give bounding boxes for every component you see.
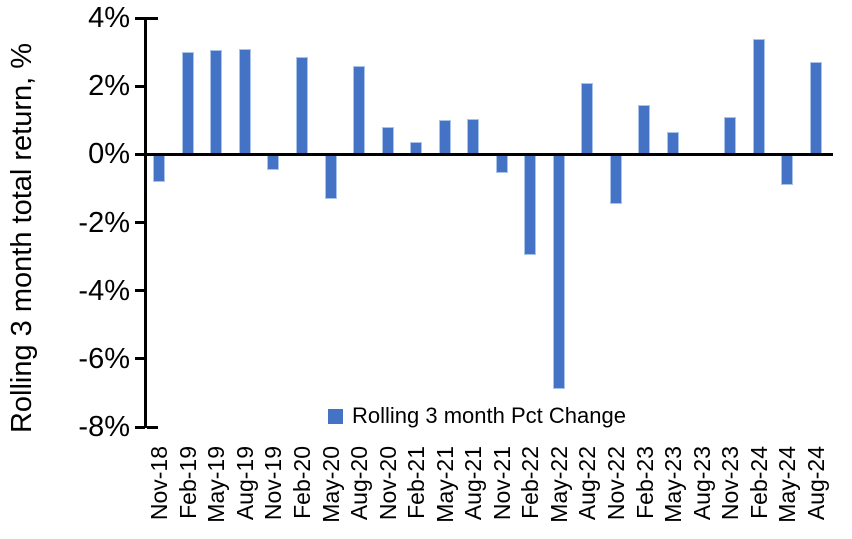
x-tick-label: Feb-24 <box>745 446 772 519</box>
bar-feb-22 <box>524 154 537 255</box>
bar-feb-19 <box>181 52 194 155</box>
y-tick-mark <box>135 221 145 224</box>
bar-nov-19 <box>267 154 280 170</box>
x-tick-label: Aug-24 <box>802 446 829 521</box>
bar-aug-24 <box>809 62 822 155</box>
x-tick-label: May-23 <box>660 446 686 523</box>
y-tick-mark <box>135 425 145 429</box>
x-tick-label: Feb-23 <box>631 446 658 519</box>
y-axis-end-cap <box>147 16 158 20</box>
x-tick-label: May-20 <box>317 446 344 523</box>
bar-aug-22 <box>581 82 594 155</box>
bar-may-24 <box>781 154 794 185</box>
x-tick-label: Feb-19 <box>174 446 201 519</box>
y-tick-mark <box>135 16 145 20</box>
bar-nov-23 <box>724 116 737 155</box>
y-tick-label: -4% <box>78 274 130 307</box>
bar-nov-22 <box>609 154 622 204</box>
bar-may-23 <box>667 132 680 155</box>
y-tick-label: 0% <box>88 138 130 171</box>
x-axis-zero-line <box>144 153 833 156</box>
y-tick-mark <box>135 152 145 156</box>
x-tick-label: Feb-22 <box>517 446 544 519</box>
bar-feb-23 <box>638 104 651 155</box>
bar-may-19 <box>210 50 223 155</box>
x-tick-label: Aug-23 <box>688 446 715 521</box>
legend-label: Rolling 3 month Pct Change <box>352 403 626 428</box>
x-tick-label: Aug-22 <box>574 446 601 521</box>
y-axis-end-cap <box>147 425 158 429</box>
x-tick-label: Nov-21 <box>488 446 515 521</box>
x-tick-label: Nov-19 <box>260 446 287 521</box>
bar-may-22 <box>552 154 565 390</box>
y-tick-label: 2% <box>88 70 130 103</box>
x-tick-label: Nov-23 <box>717 446 744 521</box>
x-tick-label: May-19 <box>203 446 230 523</box>
x-tick-label: May-21 <box>431 446 458 523</box>
x-tick-label: Aug-21 <box>460 446 487 521</box>
bar-feb-20 <box>295 57 308 155</box>
y-axis-line <box>144 17 147 428</box>
x-tick-label: Aug-20 <box>346 446 373 521</box>
x-tick-label: Feb-21 <box>403 446 430 519</box>
y-tick-label: -8% <box>78 411 130 443</box>
legend-color-swatch-icon <box>328 408 343 424</box>
y-tick-label: 4% <box>88 2 130 34</box>
bar-aug-21 <box>467 118 480 155</box>
bar-nov-18 <box>153 154 166 182</box>
x-tick-label: Feb-20 <box>289 446 315 519</box>
bar-nov-20 <box>381 127 394 155</box>
y-tick-mark <box>135 289 145 293</box>
x-tick-label: Nov-20 <box>374 446 401 521</box>
x-tick-label: May-24 <box>774 446 801 523</box>
bar-may-20 <box>324 154 337 199</box>
x-tick-label: Nov-18 <box>146 446 173 521</box>
y-tick-label: -6% <box>78 342 130 375</box>
x-tick-label: Nov-22 <box>602 446 629 521</box>
x-tick-label: May-22 <box>545 446 572 523</box>
bar-nov-21 <box>495 154 508 173</box>
legend: Rolling 3 month Pct Change <box>328 404 626 428</box>
bar-aug-19 <box>238 48 251 155</box>
x-tick-label: Aug-19 <box>231 446 258 521</box>
y-tick-label: -2% <box>78 206 130 239</box>
y-tick-mark <box>135 84 145 88</box>
bar-aug-20 <box>353 65 366 155</box>
y-tick-mark <box>135 357 145 361</box>
bar-feb-24 <box>752 38 765 155</box>
bar-may-21 <box>438 120 451 155</box>
